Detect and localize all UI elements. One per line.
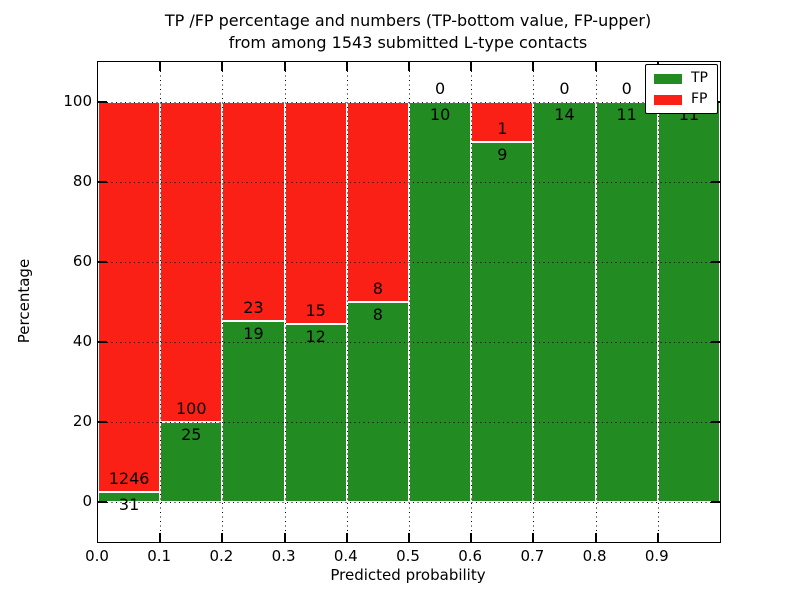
x-tick-label: 0.9 bbox=[644, 547, 669, 565]
legend-entry-fp: FP bbox=[654, 92, 708, 107]
y-tick-label: 60 bbox=[72, 252, 92, 270]
x-tick-mark bbox=[283, 533, 286, 542]
tp-count-label: 12 bbox=[305, 327, 326, 347]
x-tick-mark bbox=[532, 533, 535, 542]
tp-count-label: 25 bbox=[181, 425, 202, 444]
x-tick-mark bbox=[283, 62, 286, 71]
tp-bar-segment bbox=[595, 102, 658, 502]
x-tick-mark bbox=[594, 62, 597, 71]
y-axis-label: Percentage bbox=[15, 258, 33, 344]
y-tick-mark bbox=[711, 421, 720, 423]
tp-bar-segment bbox=[471, 142, 534, 502]
tp-legend-swatch bbox=[654, 73, 682, 84]
fp-bar-segment bbox=[222, 102, 285, 322]
x-tick-mark bbox=[159, 62, 162, 71]
tp-bar-segment bbox=[533, 102, 596, 502]
x-tick-mark bbox=[408, 62, 410, 71]
fp-bar-segment bbox=[284, 102, 347, 325]
y-tick-label: 20 bbox=[72, 412, 92, 430]
y-tick-mark bbox=[98, 261, 107, 263]
tp-bar-segment bbox=[284, 324, 347, 502]
y-tick-label: 0 bbox=[82, 492, 92, 510]
plot-area: 12463110025231915128801019014011011 TP F… bbox=[97, 61, 721, 543]
v-gridline bbox=[160, 62, 162, 542]
v-gridline bbox=[284, 62, 286, 542]
tp-count-label: 31 bbox=[118, 495, 140, 515]
fp-count-label: 1 bbox=[497, 119, 508, 138]
y-tick-label: 100 bbox=[63, 92, 92, 110]
y-tick-mark bbox=[98, 341, 107, 343]
x-tick-label: 0.7 bbox=[520, 547, 545, 565]
y-tick-mark bbox=[711, 181, 720, 183]
tp-bar-segment bbox=[409, 102, 472, 502]
fp-count-label: 1246 bbox=[108, 469, 150, 489]
tp-count-label: 10 bbox=[429, 105, 451, 124]
x-tick-mark bbox=[345, 533, 348, 542]
fp-legend-label: FP bbox=[691, 91, 708, 107]
tp-count-label: 14 bbox=[554, 105, 575, 124]
v-gridline bbox=[533, 62, 535, 542]
v-gridline bbox=[346, 62, 348, 542]
x-tick-label: 0.2 bbox=[209, 547, 234, 565]
x-tick-mark bbox=[408, 533, 410, 542]
x-tick-mark bbox=[345, 62, 348, 71]
x-tick-mark bbox=[221, 533, 224, 542]
v-gridline bbox=[657, 62, 659, 542]
y-tick-mark bbox=[98, 421, 107, 423]
y-tick-mark bbox=[711, 261, 720, 263]
y-tick-mark bbox=[711, 501, 720, 503]
v-gridline bbox=[595, 62, 597, 542]
x-tick-label: 0.3 bbox=[271, 547, 296, 565]
fp-count-label: 0 bbox=[559, 79, 570, 98]
x-tick-mark bbox=[221, 62, 224, 71]
y-tick-mark bbox=[711, 341, 720, 343]
fp-count-label: 100 bbox=[176, 399, 207, 418]
y-tick-label: 80 bbox=[72, 172, 92, 190]
v-gridline bbox=[222, 62, 224, 542]
x-tick-mark bbox=[470, 533, 473, 542]
v-gridline bbox=[471, 62, 473, 542]
chart-title: TP /FP percentage and numbers (TP-bottom… bbox=[97, 10, 719, 54]
y-tick-label: 40 bbox=[72, 332, 92, 350]
tp-count-label: 11 bbox=[616, 105, 637, 124]
legend-entry-tp: TP bbox=[654, 71, 708, 86]
tp-bar-segment bbox=[98, 492, 161, 502]
fp-count-label: 23 bbox=[243, 298, 264, 318]
fp-count-label: 0 bbox=[621, 79, 632, 98]
tp-count-label: 19 bbox=[243, 324, 264, 344]
fp-bar-segment bbox=[346, 102, 409, 302]
x-tick-label: 0.4 bbox=[333, 547, 358, 565]
y-tick-mark bbox=[98, 101, 107, 103]
tp-bar-segment bbox=[346, 302, 409, 502]
fp-bar-segment bbox=[98, 102, 161, 493]
x-tick-label: 0.6 bbox=[458, 547, 483, 565]
x-tick-label: 0.0 bbox=[85, 547, 109, 565]
fp-count-label: 15 bbox=[305, 301, 326, 321]
x-axis-label: Predicted probability bbox=[330, 566, 486, 584]
tp-count-label: 9 bbox=[497, 145, 508, 164]
x-tick-mark bbox=[656, 533, 659, 542]
fp-count-label: 0 bbox=[435, 79, 446, 98]
y-tick-mark bbox=[98, 181, 107, 183]
x-tick-mark bbox=[594, 533, 597, 542]
x-tick-mark bbox=[159, 533, 162, 542]
fp-legend-swatch bbox=[654, 94, 682, 105]
tp-count-label: 8 bbox=[372, 305, 383, 324]
x-tick-label: 0.8 bbox=[582, 547, 607, 565]
tp-legend-label: TP bbox=[691, 70, 708, 86]
x-tick-mark bbox=[532, 62, 535, 71]
x-tick-label: 0.1 bbox=[147, 547, 172, 565]
legend: TP FP bbox=[645, 64, 718, 114]
v-gridline bbox=[409, 62, 410, 542]
fp-count-label: 8 bbox=[372, 279, 383, 298]
tp-bar-segment bbox=[222, 321, 285, 502]
x-tick-mark bbox=[470, 62, 473, 71]
tp-bar-segment bbox=[160, 422, 223, 502]
y-tick-mark bbox=[98, 501, 107, 503]
chart-title-line1: TP /FP percentage and numbers (TP-bottom… bbox=[164, 11, 652, 30]
chart-title-line2: from among 1543 submitted L-type contact… bbox=[228, 33, 588, 52]
x-tick-label: 0.5 bbox=[396, 547, 420, 565]
tp-bar-segment bbox=[657, 102, 720, 502]
